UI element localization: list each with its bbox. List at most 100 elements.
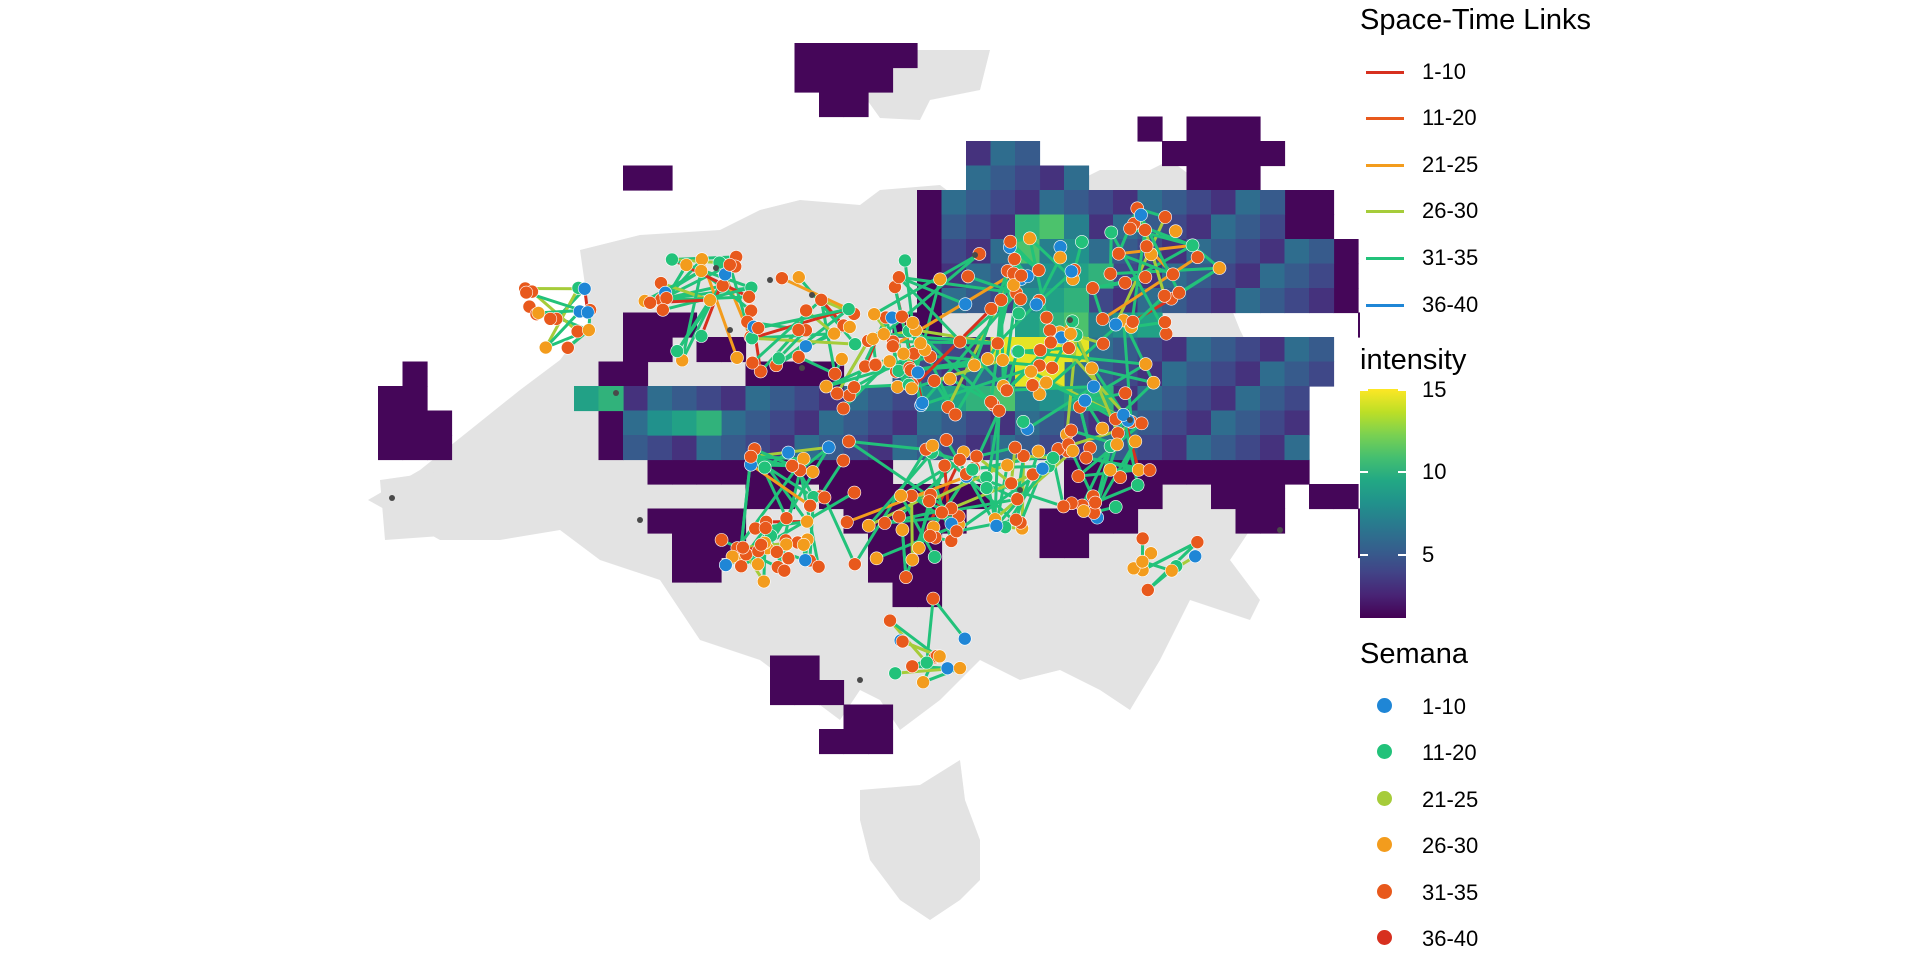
intensity-tile bbox=[1309, 362, 1334, 387]
intensity-tile bbox=[746, 411, 771, 436]
case-point bbox=[775, 272, 788, 285]
case-point bbox=[1140, 240, 1153, 253]
case-point bbox=[1119, 387, 1132, 400]
intensity-tile bbox=[574, 386, 599, 411]
case-point bbox=[941, 662, 954, 675]
case-point bbox=[665, 253, 678, 266]
case-point bbox=[1096, 422, 1109, 435]
intensity-tile bbox=[1260, 362, 1285, 387]
intensity-tile bbox=[1236, 239, 1261, 264]
case-point bbox=[1160, 327, 1173, 340]
case-point bbox=[1000, 384, 1013, 397]
intensity-tile bbox=[770, 656, 795, 681]
intensity-tile bbox=[1162, 386, 1187, 411]
case-point bbox=[935, 506, 948, 519]
case-point bbox=[782, 552, 795, 565]
case-point bbox=[1112, 247, 1125, 260]
intensity-tile bbox=[1285, 386, 1310, 411]
case-point bbox=[1109, 500, 1122, 513]
intensity-tile bbox=[1260, 337, 1285, 362]
case-point bbox=[927, 592, 940, 605]
case-point bbox=[1105, 226, 1118, 239]
intensity-tile bbox=[599, 362, 624, 387]
intensity-tile bbox=[1236, 141, 1261, 166]
link-label-4: 26-30 bbox=[1422, 198, 1478, 224]
map-panel bbox=[0, 0, 1360, 960]
case-point bbox=[656, 303, 669, 316]
intensity-tile bbox=[1260, 435, 1285, 460]
intensity-tile bbox=[795, 656, 820, 681]
intensity-tile bbox=[1260, 288, 1285, 313]
intensity-tile bbox=[746, 386, 771, 411]
intensity-tile bbox=[1309, 484, 1334, 509]
case-point bbox=[1213, 262, 1226, 275]
intensity-tile bbox=[623, 386, 648, 411]
intensity-tile bbox=[1236, 484, 1261, 509]
case-point bbox=[719, 559, 732, 572]
intensity-tile bbox=[991, 166, 1016, 191]
link-key-6 bbox=[1366, 304, 1404, 307]
intensity-tile bbox=[1064, 362, 1089, 387]
intensity-tile bbox=[795, 68, 820, 93]
intensity-tile bbox=[1211, 411, 1236, 436]
intensity-tile bbox=[1211, 288, 1236, 313]
intensity-tile bbox=[1138, 386, 1163, 411]
case-point bbox=[1104, 463, 1117, 476]
intensity-tile bbox=[917, 190, 942, 215]
intensity-tile bbox=[403, 362, 428, 387]
case-point bbox=[1025, 365, 1038, 378]
case-point bbox=[792, 271, 805, 284]
case-point bbox=[943, 372, 956, 385]
case-point bbox=[818, 491, 831, 504]
intensity-tile bbox=[672, 533, 697, 558]
case-point bbox=[950, 525, 963, 538]
intensity-tile bbox=[1187, 141, 1212, 166]
intensity-tile bbox=[844, 68, 869, 93]
case-point bbox=[848, 486, 861, 499]
intensity-map bbox=[0, 0, 1360, 960]
case-point bbox=[759, 522, 772, 535]
intensity-tile bbox=[1162, 411, 1187, 436]
case-point bbox=[806, 465, 819, 478]
unlinked-point bbox=[857, 677, 863, 683]
case-point bbox=[561, 341, 574, 354]
intensity-tile bbox=[1285, 411, 1310, 436]
intensity-tile bbox=[1260, 460, 1285, 485]
case-point bbox=[1124, 222, 1137, 235]
intensity-tile bbox=[1236, 435, 1261, 460]
intensity-tile bbox=[403, 411, 428, 436]
intensity-tile bbox=[1236, 264, 1261, 289]
intensity-tile bbox=[672, 558, 697, 583]
case-point bbox=[837, 454, 850, 467]
intensity-tile bbox=[917, 411, 942, 436]
intensity-tile bbox=[1211, 337, 1236, 362]
intensity-tile bbox=[648, 313, 673, 338]
intensity-tile bbox=[991, 190, 1016, 215]
intensity-tile bbox=[1187, 460, 1212, 485]
case-point bbox=[743, 290, 756, 303]
semana-label-2: 11-20 bbox=[1422, 740, 1477, 766]
intensity-tile bbox=[1015, 141, 1040, 166]
case-point bbox=[928, 550, 941, 563]
intensity-tile bbox=[1309, 337, 1334, 362]
colorbar-label-10: 10 bbox=[1422, 459, 1446, 485]
case-point bbox=[1040, 311, 1053, 324]
intensity-colorbar bbox=[1360, 389, 1406, 618]
intensity-tile bbox=[1187, 117, 1212, 142]
case-point bbox=[848, 558, 861, 571]
case-point bbox=[924, 530, 937, 543]
intensity-tile bbox=[378, 435, 403, 460]
case-point bbox=[1147, 376, 1160, 389]
case-point bbox=[1017, 415, 1030, 428]
intensity-tile bbox=[1260, 264, 1285, 289]
intensity-tile bbox=[1309, 239, 1334, 264]
case-point bbox=[920, 656, 933, 669]
case-point bbox=[792, 323, 805, 336]
intensity-tile bbox=[1162, 362, 1187, 387]
intensity-tile bbox=[819, 729, 844, 754]
case-point bbox=[820, 380, 833, 393]
intensity-tile bbox=[1260, 239, 1285, 264]
case-point bbox=[894, 489, 907, 502]
link-key-1 bbox=[1366, 71, 1404, 74]
case-point bbox=[581, 306, 594, 319]
